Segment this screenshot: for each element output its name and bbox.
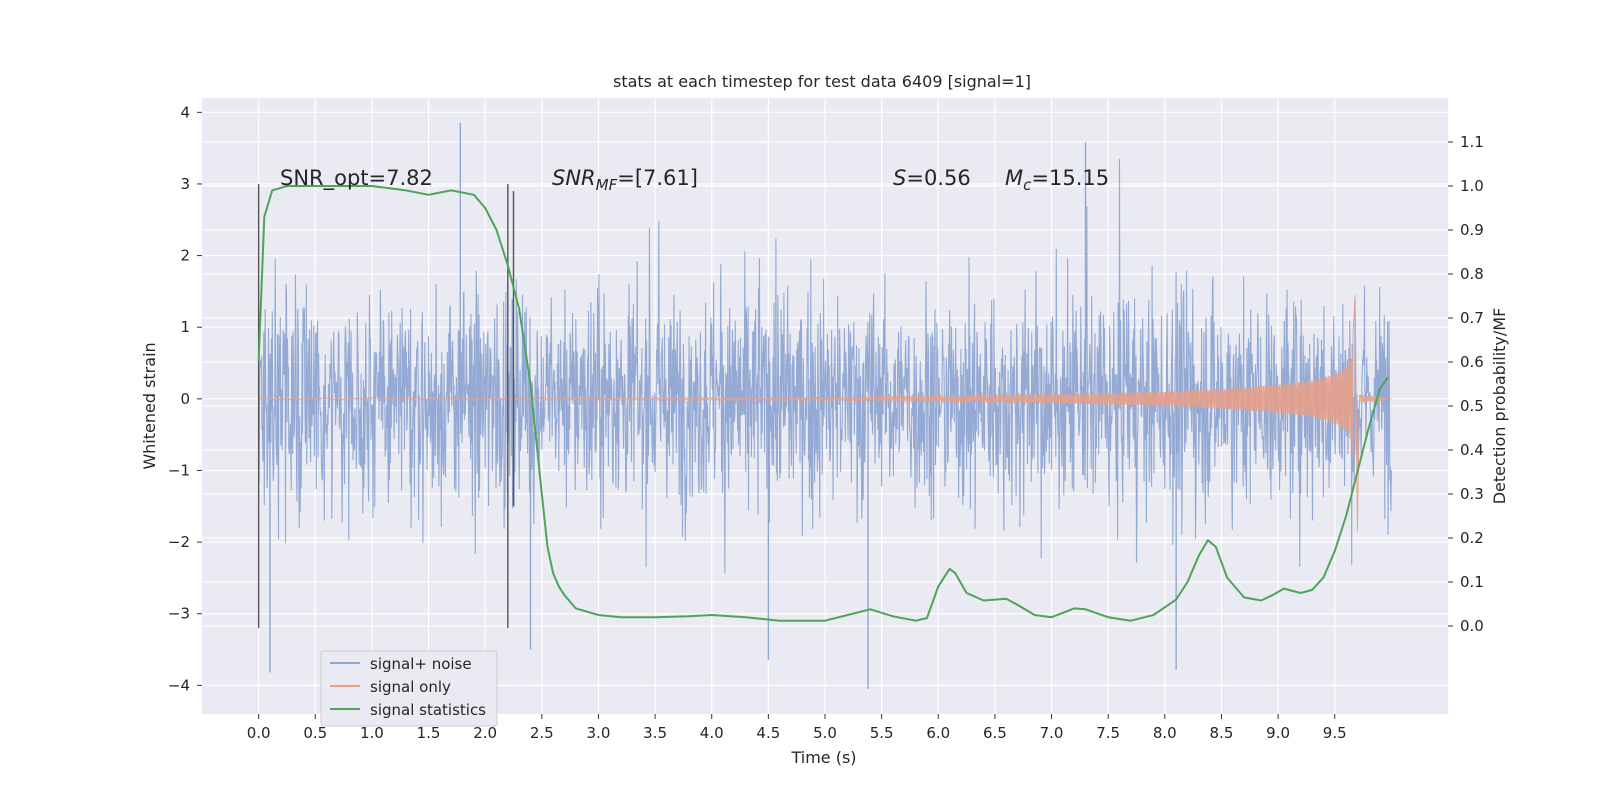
x-tick-label: 8.5	[1210, 724, 1234, 742]
y-tick-label: −3	[168, 605, 190, 623]
y-tick-label: −2	[168, 533, 190, 551]
y2-tick-label: 0.8	[1460, 265, 1484, 283]
x-tick-label: 7.0	[1040, 724, 1064, 742]
snr-mf-base: SNR	[552, 166, 596, 190]
legend-label-signal: signal only	[370, 678, 451, 696]
snr-mf-subscript: MF	[596, 176, 618, 194]
x-tick-label: 9.0	[1266, 724, 1290, 742]
annotation-snr-mf: SNRMF=[7.61]	[552, 166, 698, 194]
y-tick-label: −4	[168, 676, 190, 694]
x-tick-label: 6.5	[983, 724, 1007, 742]
snr-mf-value: =[7.61]	[617, 166, 698, 190]
x-axis-label: Time (s)	[790, 748, 856, 767]
x-tick-label: 4.5	[756, 724, 780, 742]
y2-tick-label: 0.6	[1460, 353, 1484, 371]
y2-axis-label: Detection probability/MF	[1490, 308, 1509, 505]
x-tick-label: 3.5	[643, 724, 667, 742]
x-tick-label: 2.0	[473, 724, 497, 742]
y2-tick-label: 1.0	[1460, 177, 1484, 195]
y2-tick-label: 0.9	[1460, 221, 1484, 239]
x-tick-label: 1.0	[360, 724, 384, 742]
signal-statistics-series	[257, 185, 1389, 622]
x-tick-label: 1.5	[417, 724, 441, 742]
mc-value: =15.15	[1031, 166, 1109, 190]
x-axis-ticks: 0.0 0.5 1.0 1.5 2.0 2.5 3.0 3.5 4.0 4.5 5.0 5.5 6.0 6…	[247, 714, 1347, 742]
s-base: S	[893, 166, 906, 190]
mc-subscript: c	[1023, 176, 1032, 194]
y2-tick-label: 1.1	[1460, 133, 1484, 151]
y-tick-label: 1	[180, 318, 190, 336]
s-value: =0.56	[906, 166, 970, 190]
y-tick-label: 4	[180, 103, 190, 121]
x-tick-label: 7.5	[1096, 724, 1120, 742]
annotation-snr-opt: SNR_opt=7.82	[280, 166, 433, 191]
signal-only-series	[258, 294, 1392, 532]
legend-label-statistics: signal statistics	[370, 701, 486, 719]
legend-box	[320, 650, 498, 727]
y2-tick-label: 0.2	[1460, 529, 1484, 547]
annotation-s: S=0.56	[893, 166, 971, 190]
x-tick-label: 9.5	[1323, 724, 1347, 742]
signal-noise-series	[258, 123, 1392, 689]
y2-tick-label: 0.3	[1460, 485, 1484, 503]
chart-title: stats at each timestep for test data 640…	[613, 72, 1031, 91]
y2-tick-label: 0.7	[1460, 309, 1484, 327]
y-tick-label: −1	[168, 461, 190, 479]
legend: signal+ noise signal only signal statist…	[320, 650, 498, 727]
x-tick-label: 8.0	[1153, 724, 1177, 742]
signal-noise-trace	[258, 158, 1392, 574]
y-axis-label: Whitened strain	[140, 342, 159, 469]
legend-label-noise: signal+ noise	[370, 655, 472, 673]
y2-tick-label: 0.4	[1460, 441, 1484, 459]
annotation-mc: Mc=15.15	[1005, 166, 1109, 194]
y-tick-label: 0	[180, 390, 190, 408]
y-axis-ticks: 4 3 2 1 0 −1 −2 −3 −4	[168, 103, 202, 694]
signal-statistics-line	[257, 185, 1389, 622]
x-tick-label: 5.5	[870, 724, 894, 742]
y2-tick-label: 0.5	[1460, 397, 1484, 415]
x-tick-label: 6.0	[926, 724, 950, 742]
x-tick-label: 2.5	[530, 724, 554, 742]
mc-base: M	[1005, 166, 1023, 190]
x-tick-label: 4.0	[700, 724, 724, 742]
x-tick-label: 0.5	[303, 724, 327, 742]
y-tick-label: 2	[180, 247, 190, 265]
y2-axis-ticks: 1.1 1.0 0.9 0.8 0.7 0.6 0.5 0.4 0.3 0.2 0.1 0.0	[1448, 133, 1484, 635]
y2-tick-label: 0.1	[1460, 573, 1484, 591]
signal-only-trace	[258, 294, 1392, 532]
x-tick-label: 0.0	[247, 724, 271, 742]
y-tick-label: 3	[180, 175, 190, 193]
x-tick-label: 3.0	[587, 724, 611, 742]
time-markers	[257, 183, 515, 629]
y2-tick-label: 0.0	[1460, 617, 1484, 635]
x-tick-label: 5.0	[813, 724, 837, 742]
